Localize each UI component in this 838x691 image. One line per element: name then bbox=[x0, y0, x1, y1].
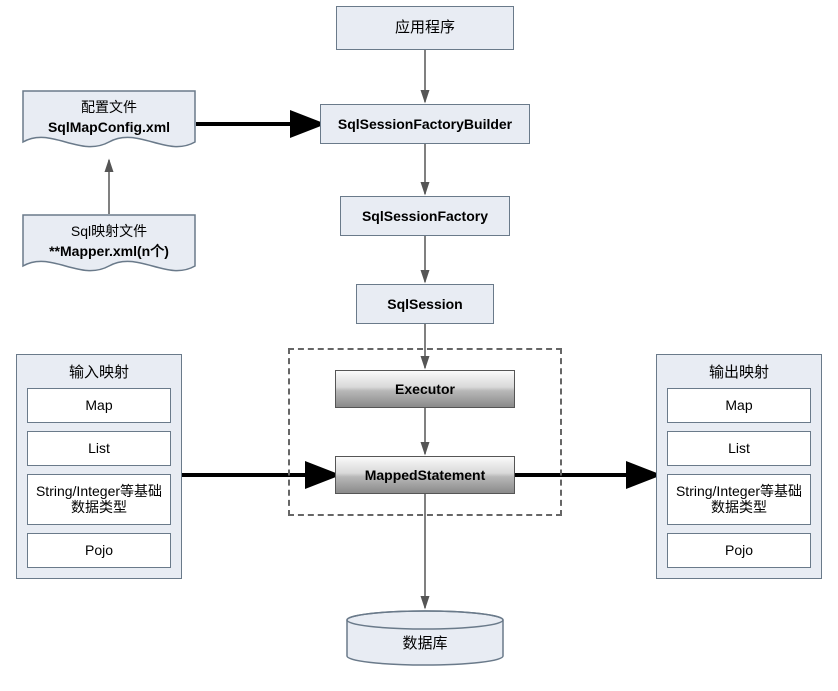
input-mapping-group: 输入映射 Map List String/Integer等基础数据类型 Pojo bbox=[16, 354, 182, 579]
app-label: 应用程序 bbox=[395, 18, 455, 38]
input-mapping-title: 输入映射 bbox=[27, 361, 171, 382]
db-label: 数据库 bbox=[345, 632, 505, 653]
app-box: 应用程序 bbox=[336, 6, 514, 50]
mapper-title: Sql映射文件 bbox=[22, 222, 196, 242]
mapper-filename: **Mapper.xml(n个) bbox=[22, 242, 196, 262]
output-map-item-0: Map bbox=[667, 388, 811, 423]
executor-label: Executor bbox=[395, 380, 455, 398]
mapper-doc: Sql映射文件 **Mapper.xml(n个) bbox=[22, 214, 196, 284]
factory-label: SqlSessionFactory bbox=[362, 207, 488, 225]
mapped-box: MappedStatement bbox=[335, 456, 515, 494]
output-map-item-3: Pojo bbox=[667, 533, 811, 568]
output-mapping-title: 输出映射 bbox=[667, 361, 811, 382]
input-map-item-0: Map bbox=[27, 388, 171, 423]
config-title: 配置文件 bbox=[22, 98, 196, 118]
input-map-item-2: String/Integer等基础数据类型 bbox=[27, 474, 171, 526]
mapped-label: MappedStatement bbox=[365, 466, 486, 484]
config-filename: SqlMapConfig.xml bbox=[22, 118, 196, 138]
database-cylinder: 数据库 bbox=[345, 610, 505, 666]
output-mapping-group: 输出映射 Map List String/Integer等基础数据类型 Pojo bbox=[656, 354, 822, 579]
input-map-item-3: Pojo bbox=[27, 533, 171, 568]
output-map-item-2: String/Integer等基础数据类型 bbox=[667, 474, 811, 526]
builder-label: SqlSessionFactoryBuilder bbox=[338, 115, 512, 133]
executor-box: Executor bbox=[335, 370, 515, 408]
input-map-item-1: List bbox=[27, 431, 171, 466]
factory-box: SqlSessionFactory bbox=[340, 196, 510, 236]
builder-box: SqlSessionFactoryBuilder bbox=[320, 104, 530, 144]
output-map-item-1: List bbox=[667, 431, 811, 466]
session-label: SqlSession bbox=[387, 295, 462, 313]
session-box: SqlSession bbox=[356, 284, 494, 324]
config-doc: 配置文件 SqlMapConfig.xml bbox=[22, 90, 196, 160]
